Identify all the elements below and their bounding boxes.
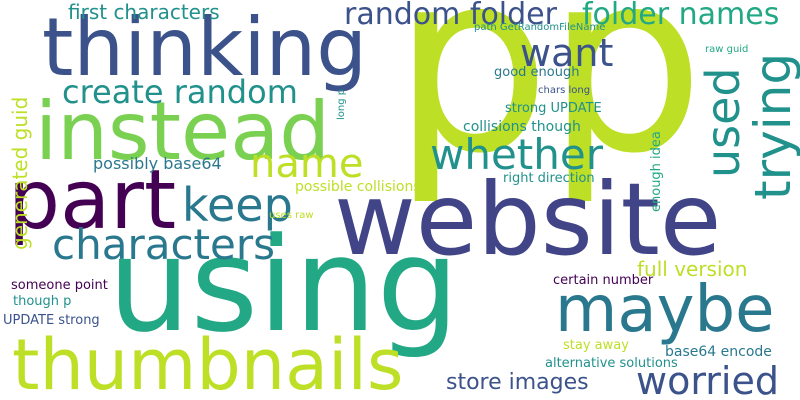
word-update-strong: UPDATE strong [3, 314, 100, 327]
word-base64-encode: base64 encode [665, 345, 772, 359]
word-folder-names: folder names [582, 0, 779, 30]
word-alternative-solutions: alternative solutions [545, 357, 678, 370]
word-create-random: create random [62, 76, 298, 108]
word-raw-guid: raw guid [705, 45, 748, 55]
word-path-getrandomfilename: path GetRandomFileName [474, 23, 605, 33]
word-full-version: full version [637, 259, 747, 279]
word-possible-collisions: possible collisions [295, 180, 421, 194]
word-collisions-though: collisions though [463, 120, 581, 134]
word-trying: trying [748, 53, 798, 200]
word-right-direction: right direction [503, 172, 595, 185]
word-chars-long: chars long [538, 86, 590, 96]
word-good-enough: good enough [494, 66, 579, 79]
word-used: used [700, 67, 746, 178]
word-possibly-base64: possibly base64 [93, 156, 222, 172]
word-stay-away: stay away [563, 339, 629, 352]
word-keep: keep [182, 182, 293, 228]
word-long-p: long p [337, 89, 347, 120]
word-thumbnails: thumbnails [12, 330, 403, 400]
word-certain-number: certain number [553, 274, 653, 287]
word-generated-guid: generated guid [10, 97, 30, 250]
word-uses-raw: uses raw [269, 211, 314, 221]
word-whether: whether [430, 134, 603, 176]
word-first-characters: first characters [68, 2, 220, 22]
word-store-images: store images [446, 372, 589, 394]
word-strong-update: strong UPDATE [505, 102, 602, 115]
word-someone-point: someone point [11, 279, 108, 292]
word-enough-idea: enough idea [650, 131, 663, 212]
word-though-p: though p [13, 295, 71, 308]
